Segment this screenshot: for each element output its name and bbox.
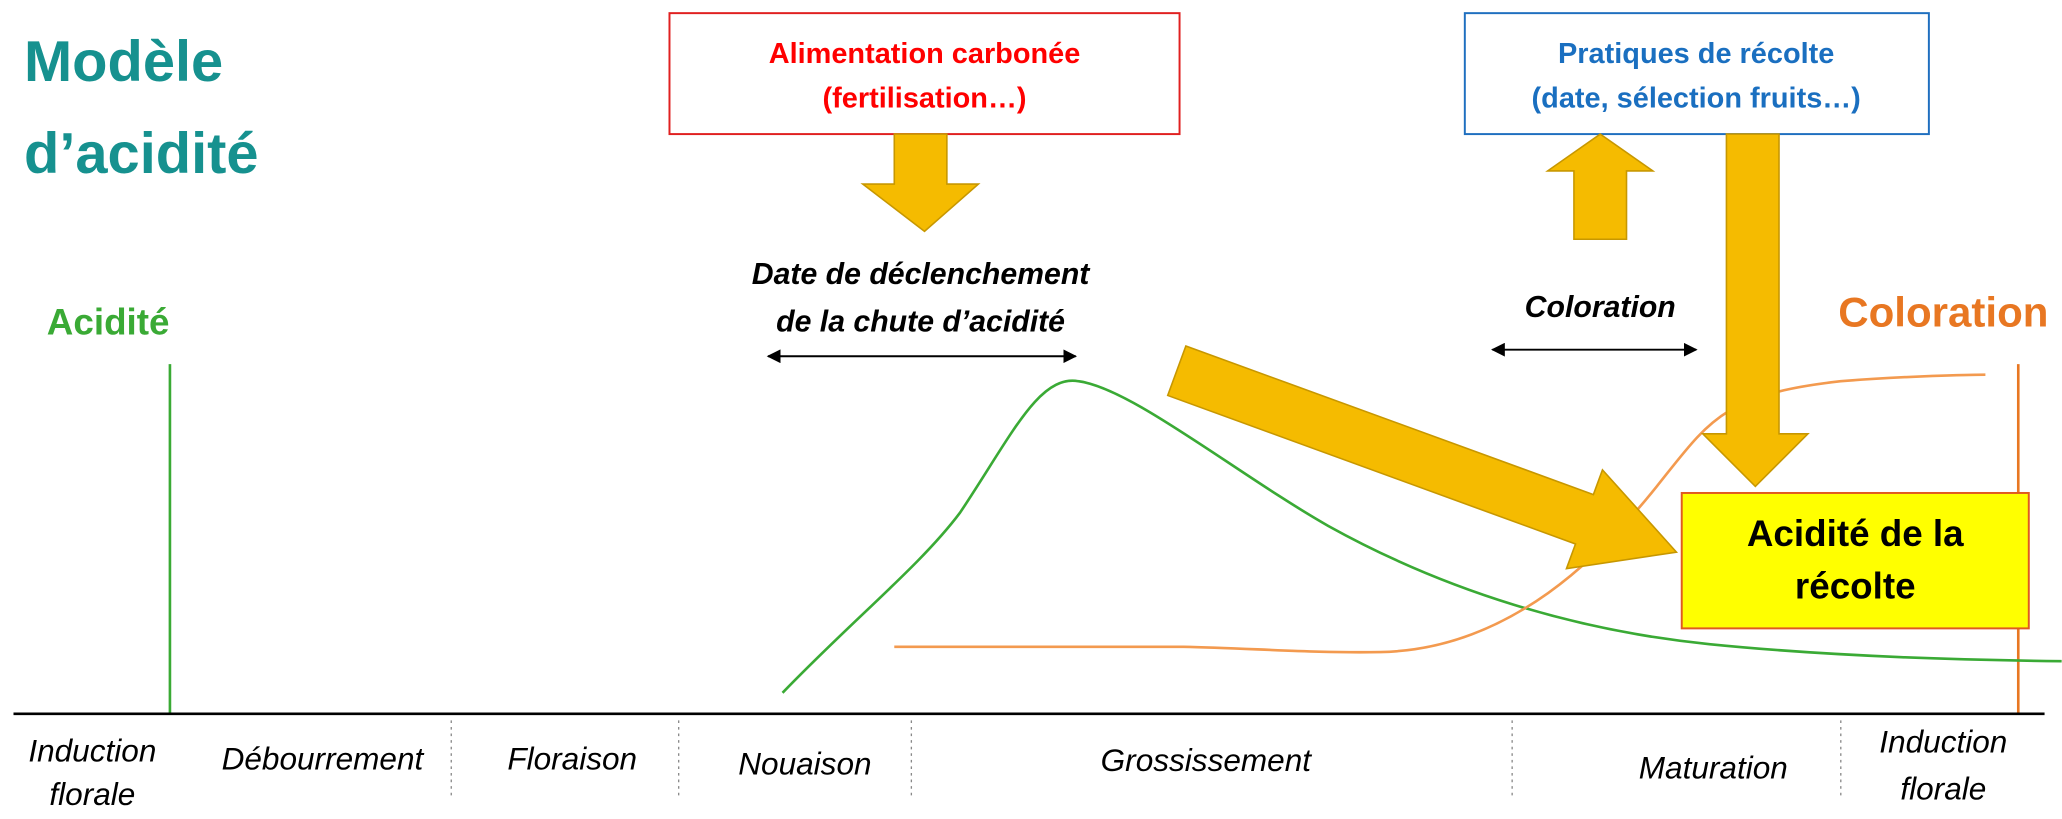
stage-label: florale (1900, 771, 1986, 807)
coloration-curve (894, 373, 1986, 654)
title-line: d’acidité (24, 122, 259, 186)
stage-label: Maturation (1639, 750, 1788, 786)
annotation: Date de déclenchement (752, 258, 1091, 291)
carbon-box (668, 12, 1181, 136)
stage-label: Débourrement (222, 740, 425, 776)
stage-separators (450, 720, 1842, 800)
arrow-diagonal (1166, 344, 1679, 570)
box-text: récolte (1795, 566, 1916, 607)
acidity-axis-label: Acidité (47, 301, 170, 342)
annotation: de la chute d’acidité (776, 305, 1065, 338)
result-box (1680, 491, 2030, 630)
box-text: (date, sélection fruits…) (1532, 83, 1861, 115)
stage-label: Grossissement (1101, 742, 1313, 778)
stage-label: florale (49, 776, 135, 812)
coloration-axis-label: Coloration (1838, 289, 2048, 336)
stage-label: Induction (28, 733, 156, 769)
acidity-curve (781, 379, 2062, 694)
box-text: Acidité de la (1747, 513, 1964, 554)
title-line: Modèle (24, 30, 223, 94)
arrow-down (860, 133, 981, 233)
box-text: Pratiques de récolte (1558, 38, 1834, 70)
stage-label: Floraison (507, 740, 637, 776)
stage-label: Induction (1879, 723, 2007, 759)
box-text: (fertilisation…) (823, 83, 1027, 115)
annotation: Coloration (1525, 291, 1676, 324)
harvest-box (1463, 12, 1930, 136)
arrow-down-long (1700, 133, 1810, 488)
arrow-up (1545, 133, 1656, 241)
box-text: Alimentation carbonée (769, 38, 1081, 70)
stage-label: Nouaison (738, 746, 871, 782)
